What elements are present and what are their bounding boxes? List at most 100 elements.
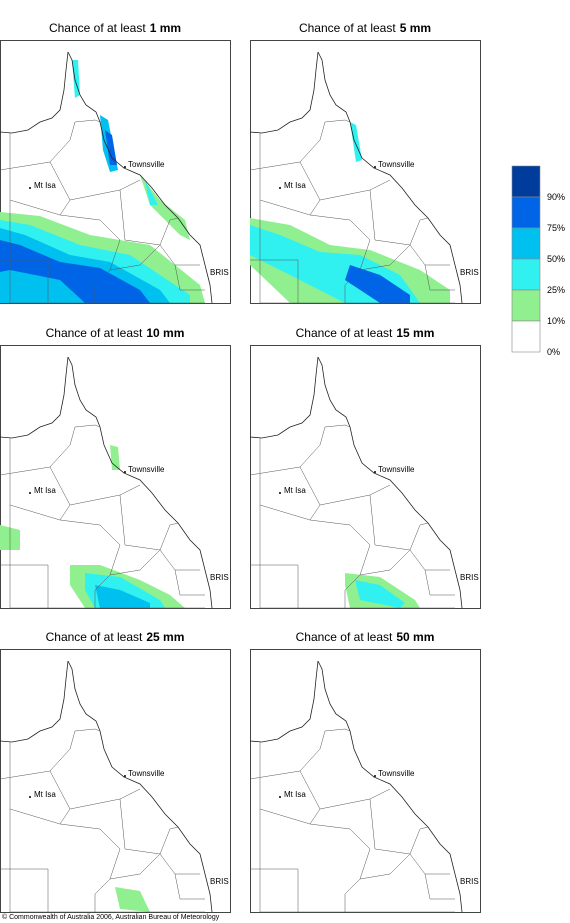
rain-area xyxy=(345,265,410,303)
place-dot xyxy=(29,492,31,494)
district-border xyxy=(309,823,371,912)
coastline xyxy=(317,356,463,609)
place-label: BRIS xyxy=(460,877,479,886)
district-border xyxy=(9,161,71,216)
panel-frame xyxy=(250,345,481,609)
district-border xyxy=(174,873,205,900)
legend-swatch xyxy=(511,258,541,291)
place-dot xyxy=(279,796,281,798)
coastline xyxy=(249,51,319,134)
district-border xyxy=(109,549,161,576)
district-border xyxy=(424,873,455,900)
district-border xyxy=(359,549,411,576)
district-border xyxy=(159,826,179,855)
map-panel: Mt Isa Townsville BRIS xyxy=(0,345,231,609)
map-panel: Mt Isa Townsville BRIS xyxy=(0,649,231,913)
place-label: Townsville xyxy=(378,769,415,778)
legend-swatch xyxy=(511,289,541,322)
place-dot xyxy=(124,471,126,473)
place-dot xyxy=(374,775,376,777)
place-dot xyxy=(29,796,31,798)
district-border xyxy=(324,119,351,123)
district-border xyxy=(259,770,321,825)
place-label: BRIS xyxy=(460,573,479,582)
legend-label: 0% xyxy=(547,347,560,357)
district-border xyxy=(74,119,101,123)
coastline xyxy=(67,660,213,913)
place-label: Mt Isa xyxy=(284,486,306,495)
district-border xyxy=(0,259,49,303)
district-border xyxy=(74,728,101,732)
legend-swatch xyxy=(511,227,541,260)
place-label: Townsville xyxy=(128,465,165,474)
place-label: Mt Isa xyxy=(284,181,306,190)
place-label: Mt Isa xyxy=(284,790,306,799)
district-border xyxy=(259,466,321,521)
district-border xyxy=(309,519,371,608)
panel-frame xyxy=(0,649,231,913)
place-label: Townsville xyxy=(128,769,165,778)
district-border xyxy=(0,121,76,171)
district-border xyxy=(174,264,205,291)
district-border xyxy=(424,569,455,596)
place-dot xyxy=(374,471,376,473)
district-border xyxy=(409,522,429,551)
rain-area xyxy=(95,585,150,608)
panel-frame xyxy=(0,345,231,609)
district-border xyxy=(109,244,161,271)
panel-title: Chance of at least 25 mm xyxy=(46,630,185,644)
district-border xyxy=(249,426,326,476)
district-border xyxy=(59,214,121,303)
district-border xyxy=(250,564,299,608)
legend-label: 25% xyxy=(547,285,565,295)
title-text: Chance of at least xyxy=(299,21,396,35)
title-text: Chance of at least xyxy=(296,326,393,340)
rain-area xyxy=(355,580,405,608)
district-border xyxy=(250,259,299,303)
title-amount: 10 mm xyxy=(146,326,184,340)
district-border xyxy=(359,853,411,880)
panel-title: Chance of at least 15 mm xyxy=(296,326,435,340)
place-label: Townsville xyxy=(378,160,415,169)
title-amount: 50 mm xyxy=(396,630,434,644)
rain-area xyxy=(145,180,158,205)
district-border xyxy=(0,564,49,608)
footer: © Commonwealth of Australia 2006, Austra… xyxy=(2,913,220,921)
district-border xyxy=(409,826,429,855)
place-dot xyxy=(124,775,126,777)
legend-label: 10% xyxy=(547,316,565,326)
place-label: Mt Isa xyxy=(34,790,56,799)
district-border xyxy=(59,823,121,912)
place-label: BRIS xyxy=(210,877,229,886)
district-border xyxy=(159,522,179,551)
panel-title: Chance of at least 10 mm xyxy=(46,326,185,340)
title-amount: 15 mm xyxy=(396,326,434,340)
district-border xyxy=(109,853,161,880)
district-border xyxy=(0,426,76,476)
place-label: BRIS xyxy=(210,268,229,277)
district-border xyxy=(324,424,351,428)
place-label: Mt Isa xyxy=(34,486,56,495)
legend-swatch xyxy=(511,165,541,198)
place-label: Townsville xyxy=(128,160,165,169)
rain-area xyxy=(105,130,117,165)
title-text: Chance of at least xyxy=(46,630,143,644)
coastline xyxy=(67,51,213,304)
place-dot xyxy=(124,166,126,168)
place-label: BRIS xyxy=(210,573,229,582)
map-panel: Mt Isa Townsville BRIS xyxy=(249,40,481,304)
district-border xyxy=(174,569,205,596)
panel-title: Chance of at least 5 mm xyxy=(299,21,431,35)
district-border xyxy=(159,217,179,246)
panel-frame xyxy=(250,649,481,913)
district-border xyxy=(250,868,299,912)
coastline xyxy=(249,356,319,439)
panel-title: Chance of at least 50 mm xyxy=(296,630,435,644)
legend-swatch xyxy=(511,320,541,353)
place-dot xyxy=(374,166,376,168)
coastline xyxy=(67,356,213,609)
district-border xyxy=(59,519,121,608)
place-label: Townsville xyxy=(378,465,415,474)
title-text: Chance of at least xyxy=(296,630,393,644)
